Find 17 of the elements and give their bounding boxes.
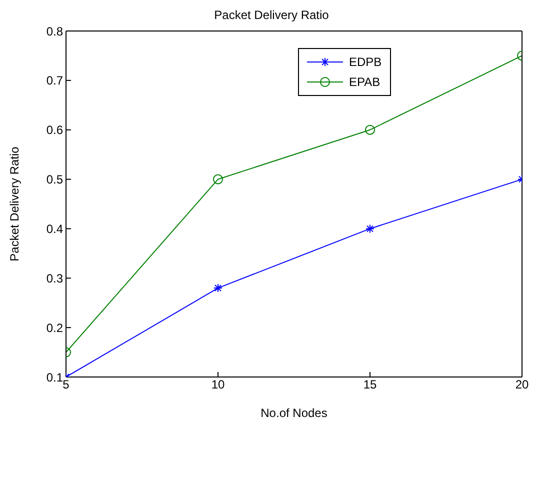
y-tick-label: 0.1: [46, 370, 64, 384]
y-tick-label: 0.2: [46, 320, 64, 335]
y-tick-label: 0.7: [46, 74, 64, 88]
legend-label: EPAB: [349, 75, 380, 89]
x-tick-label: 10: [211, 378, 225, 392]
x-tick-label: 20: [515, 378, 529, 392]
y-tick-label: 0.4: [46, 222, 64, 236]
x-tick-label: 15: [363, 378, 377, 392]
y-tick-label: 0.6: [46, 123, 64, 138]
x-axis-title: No.of Nodes: [260, 406, 328, 420]
chart-title: Packet Delivery Ratio: [213, 8, 330, 22]
y-axis-title: Packet Delivery Ratio: [7, 146, 22, 262]
x-tick-label: 5: [62, 378, 70, 392]
legend-label: EDPB: [349, 55, 382, 69]
y-tick-label: 0.3: [46, 271, 64, 286]
y-tick-label: 0.5: [46, 172, 64, 187]
y-tick-label: 0.8: [46, 24, 64, 38]
